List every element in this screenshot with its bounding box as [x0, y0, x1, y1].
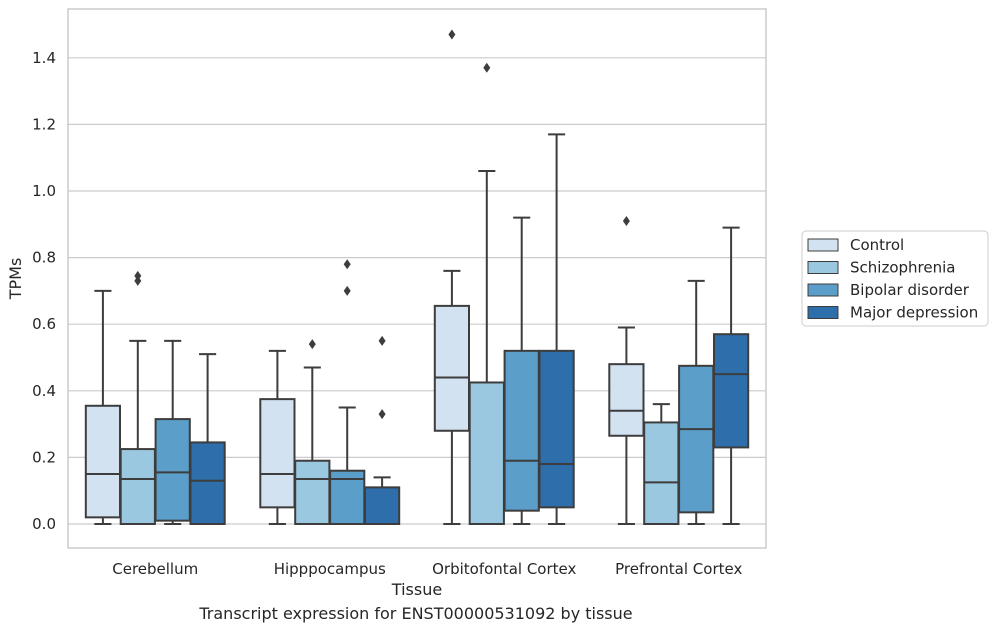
outlier-point — [378, 409, 386, 420]
outlier-point — [308, 339, 316, 350]
box-body — [189, 441, 226, 526]
box-body — [643, 421, 680, 525]
y-tick-label: 1.2 — [32, 115, 56, 133]
outlier-point — [622, 215, 630, 226]
box-body — [678, 364, 715, 514]
box — [329, 259, 366, 525]
legend-swatch — [807, 238, 839, 252]
box-body — [154, 418, 191, 522]
x-axis-label: Tissue — [391, 580, 442, 599]
y-tick-labels: 0.0 0.2 0.4 0.6 0.8 1.0 1.2 1.4 — [32, 49, 56, 533]
box — [468, 62, 505, 525]
box-body — [538, 349, 575, 509]
box — [712, 226, 750, 525]
box — [84, 289, 122, 525]
box-body — [294, 459, 331, 526]
box-body — [84, 404, 122, 519]
box-groups — [84, 29, 750, 526]
x-tick-label: Orbitofontal Cortex — [432, 560, 576, 578]
legend-swatch — [807, 306, 839, 319]
x-tick-label: Prefrontal Cortex — [615, 560, 742, 578]
legend-label: Bipolar disorder — [850, 281, 970, 299]
box-body — [119, 448, 156, 526]
x-tick-label: Hipppocampus — [274, 560, 386, 578]
y-axis-label: TPMs — [6, 258, 25, 301]
box — [154, 339, 191, 525]
box — [433, 29, 471, 525]
box-body — [468, 381, 505, 525]
box-body — [433, 304, 471, 432]
legend-swatch — [807, 261, 839, 274]
y-tick-label: 1.0 — [32, 182, 56, 200]
outlier-point — [343, 259, 351, 270]
box-body — [503, 349, 540, 512]
outlier-point — [448, 29, 456, 40]
box — [119, 270, 156, 526]
legend-label: Major depression — [850, 304, 978, 322]
y-tick-label: 0.4 — [32, 382, 56, 400]
box — [294, 339, 331, 526]
box-body — [363, 486, 401, 525]
outlier-point — [378, 335, 386, 346]
outlier-point — [343, 285, 351, 296]
outlier-point — [483, 62, 491, 73]
y-tick-label: 0.6 — [32, 315, 56, 333]
box-body — [712, 333, 750, 449]
y-tick-label: 0.0 — [32, 515, 56, 533]
box — [538, 133, 575, 525]
legend-frame — [801, 230, 989, 327]
box-body — [608, 363, 645, 437]
y-tick-label: 0.2 — [32, 448, 56, 466]
legend: Control Schizophrenia Bipolar disorder Majo… — [801, 230, 989, 327]
x-tick-labels: Cerebellum Hipppocampus Orbitofontal Corte… — [112, 560, 742, 578]
legend-label: Schizophrenia — [850, 259, 955, 277]
outlier-point — [134, 270, 142, 281]
x-tick-label: Cerebellum — [112, 560, 198, 578]
box — [643, 403, 680, 525]
plot-frame — [67, 8, 767, 549]
y-tick-label: 0.8 — [32, 249, 56, 267]
box — [363, 335, 401, 525]
box — [503, 216, 540, 525]
chart-caption: Transcript expression for ENST0000053109… — [199, 604, 633, 623]
box — [189, 353, 226, 526]
legend-label: Control — [850, 236, 904, 254]
box — [678, 279, 715, 525]
legend-swatch — [807, 283, 839, 297]
y-tick-label: 1.4 — [32, 49, 56, 67]
box — [259, 349, 296, 525]
box — [608, 215, 645, 525]
box-body — [259, 398, 296, 509]
